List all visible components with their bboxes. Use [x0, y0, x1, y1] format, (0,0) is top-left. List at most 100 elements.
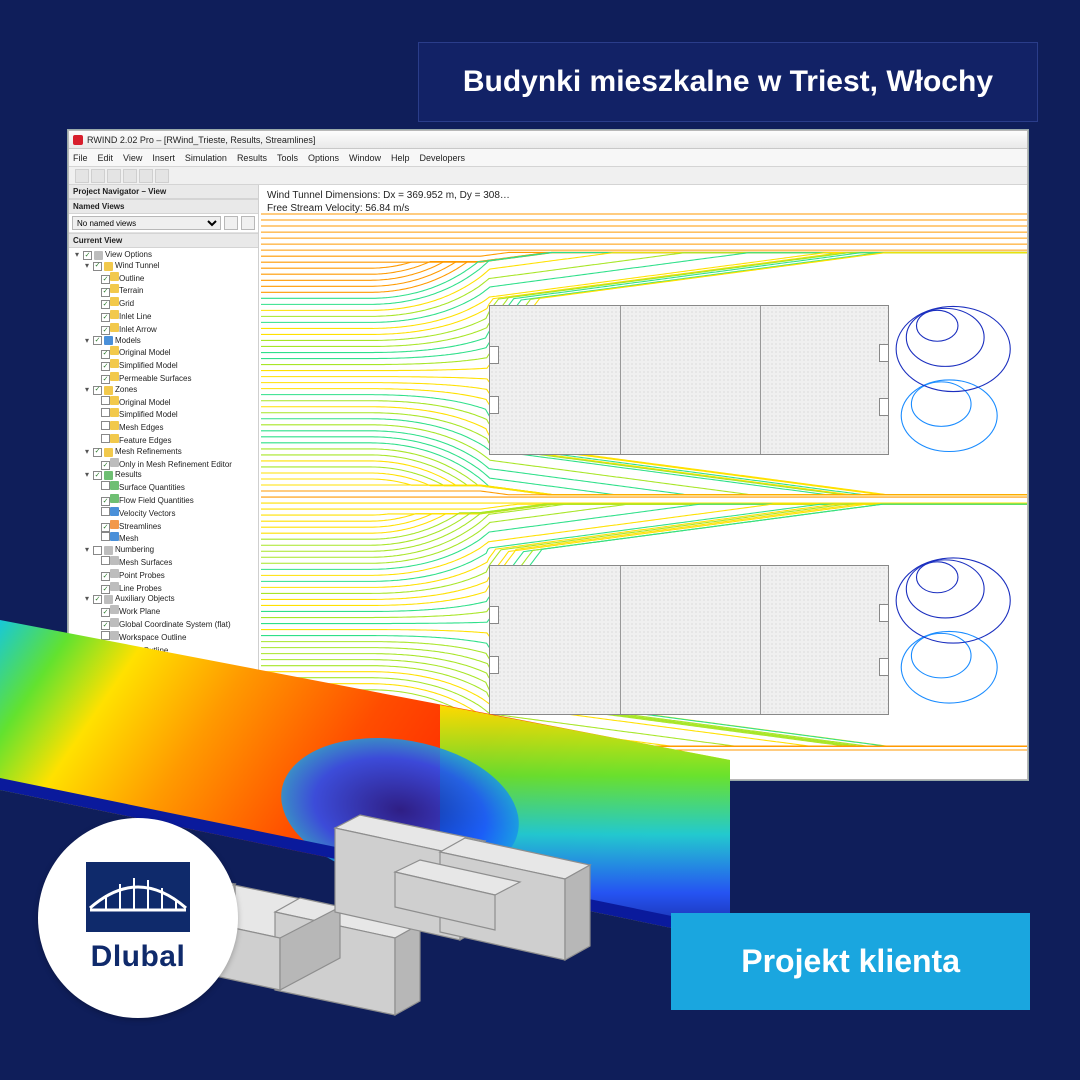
- tree-item[interactable]: Original Model: [93, 396, 258, 409]
- named-views-save-button[interactable]: [224, 216, 238, 230]
- menu-window[interactable]: Window: [349, 153, 381, 163]
- tree-expander-icon[interactable]: [93, 311, 101, 319]
- tree-checkbox[interactable]: [101, 326, 110, 335]
- tree-checkbox[interactable]: [93, 546, 102, 555]
- tree-item[interactable]: Hidden Objects in Background: [93, 746, 258, 759]
- tree-expander-icon[interactable]: [93, 747, 101, 755]
- tree-checkbox[interactable]: [101, 288, 110, 297]
- menu-file[interactable]: File: [73, 153, 88, 163]
- tree-expander-icon[interactable]: [93, 373, 101, 381]
- tree-checkbox[interactable]: [101, 300, 110, 309]
- tree-checkbox[interactable]: [101, 556, 110, 565]
- tree-item[interactable]: ▾Mesh RefinementsOnly in Mesh Refinement…: [83, 447, 258, 471]
- tree-expander-icon[interactable]: ▾: [83, 448, 91, 456]
- tree-checkbox[interactable]: [101, 408, 110, 417]
- tree-checkbox[interactable]: [93, 336, 102, 345]
- tree-checkbox[interactable]: [101, 621, 110, 630]
- tree-expander-icon[interactable]: [93, 273, 101, 281]
- tree-checkbox[interactable]: [101, 350, 110, 359]
- tree-checkbox[interactable]: [101, 434, 110, 443]
- tree-item[interactable]: Outline: [93, 272, 258, 285]
- tree-checkbox[interactable]: [101, 275, 110, 284]
- tree-item[interactable]: Inlet Line: [93, 310, 258, 323]
- tree-item[interactable]: ▾ResultsSurface QuantitiesFlow Field Qua…: [83, 470, 258, 545]
- tree-item[interactable]: Terrain: [93, 284, 258, 297]
- tree-item[interactable]: Dimensions: [93, 682, 258, 695]
- tree-checkbox[interactable]: [91, 762, 100, 771]
- tree-item[interactable]: Center of Rotation: [93, 656, 258, 669]
- tree-item[interactable]: Background Layers: [83, 759, 258, 772]
- tree-expander-icon[interactable]: ▾: [83, 262, 91, 270]
- toolbar-button[interactable]: [75, 169, 89, 183]
- tree-expander-icon[interactable]: [93, 708, 101, 716]
- tree-expander-icon[interactable]: ▾: [83, 337, 91, 345]
- tree-checkbox[interactable]: [93, 772, 102, 779]
- tree-item[interactable]: Flow Field Quantities: [93, 494, 258, 507]
- tree-checkbox[interactable]: [101, 532, 110, 541]
- tree-checkbox[interactable]: [101, 644, 110, 653]
- tree-expander-icon[interactable]: [93, 495, 101, 503]
- tree-expander-icon[interactable]: [93, 459, 101, 467]
- tree-checkbox[interactable]: [101, 523, 110, 532]
- tree-checkbox[interactable]: [101, 660, 110, 669]
- viewport[interactable]: Wind Tunnel Dimensions: Dx = 369.952 m, …: [259, 185, 1027, 779]
- tree-expander-icon[interactable]: [93, 657, 101, 665]
- tree-item[interactable]: Mesh Edges: [93, 421, 258, 434]
- toolbar-button[interactable]: [139, 169, 153, 183]
- tree-checkbox[interactable]: [101, 497, 110, 506]
- toolbar-button[interactable]: [123, 169, 137, 183]
- tree-expander-icon[interactable]: [93, 570, 101, 578]
- tree-item[interactable]: Planes: [93, 720, 258, 733]
- tree-expander-icon[interactable]: [93, 409, 101, 417]
- tree-expander-icon[interactable]: [93, 557, 101, 565]
- tree-expander-icon[interactable]: ▾: [83, 596, 91, 604]
- tree-expander-icon[interactable]: [93, 298, 101, 306]
- tree-checkbox[interactable]: [93, 471, 102, 480]
- tree-expander-icon[interactable]: [93, 683, 101, 691]
- tree-item[interactable]: Workspace Outline: [93, 631, 258, 644]
- tree-checkbox[interactable]: [101, 585, 110, 594]
- menu-tools[interactable]: Tools: [277, 153, 298, 163]
- tree-item[interactable]: ▾ZonesOriginal ModelSimplified ModelMesh…: [83, 385, 258, 447]
- tree-item[interactable]: Coordinates by Input Cross: [93, 669, 258, 682]
- tree-checkbox[interactable]: [93, 448, 102, 457]
- menu-simulation[interactable]: Simulation: [185, 153, 227, 163]
- tree-item[interactable]: Only in Mesh Refinement Editor: [93, 458, 258, 471]
- tree-item[interactable]: Surface Quantities: [93, 481, 258, 494]
- tree-item[interactable]: Simplified Model: [93, 359, 258, 372]
- tree-item[interactable]: Model Outline: [93, 644, 258, 657]
- tree-expander-icon[interactable]: ▾: [83, 386, 91, 394]
- tree-expander-icon[interactable]: ▾: [83, 773, 91, 779]
- tree-expander-icon[interactable]: [93, 533, 101, 541]
- tree-checkbox[interactable]: [101, 711, 110, 720]
- tree-checkbox[interactable]: [101, 698, 110, 707]
- cta-button[interactable]: Projekt klienta: [671, 913, 1030, 1010]
- tree-checkbox[interactable]: [101, 461, 110, 470]
- tree-item[interactable]: ▾NumberingMesh SurfacesPoint ProbesLine …: [83, 545, 258, 594]
- tree-item[interactable]: ▾Wind TunnelOutlineTerrainGridInlet Line…: [83, 261, 258, 336]
- tree-checkbox[interactable]: [101, 746, 110, 755]
- tree-item[interactable]: Permeable Surfaces: [93, 372, 258, 385]
- tree-item[interactable]: Grid: [93, 297, 258, 310]
- tree-expander-icon[interactable]: [93, 645, 101, 653]
- tree-expander-icon[interactable]: [93, 521, 101, 529]
- menu-view[interactable]: View: [123, 153, 142, 163]
- tree-item[interactable]: Feature Edges: [93, 434, 258, 447]
- named-views-select[interactable]: No named views: [72, 216, 221, 230]
- tree-checkbox[interactable]: [101, 362, 110, 371]
- tree-item[interactable]: Mesh: [93, 532, 258, 545]
- menu-options[interactable]: Options: [308, 153, 339, 163]
- tree-checkbox[interactable]: [101, 507, 110, 516]
- tree-checkbox[interactable]: [101, 736, 110, 745]
- tree-checkbox[interactable]: [101, 481, 110, 490]
- tree-checkbox[interactable]: [101, 672, 110, 681]
- tree-expander-icon[interactable]: ▾: [83, 472, 91, 480]
- tree-checkbox[interactable]: [101, 396, 110, 405]
- tree-item[interactable]: Mesh Surfaces: [93, 556, 258, 569]
- tree-expander-icon[interactable]: ▾: [73, 251, 81, 259]
- tree-item[interactable]: Inlet Arrow: [93, 323, 258, 336]
- tree-item[interactable]: Point Probes: [93, 569, 258, 582]
- tree-expander-icon[interactable]: [93, 721, 101, 729]
- tree-expander-icon[interactable]: [93, 422, 101, 430]
- tree-item[interactable]: ▾View Options▾Wind TunnelOutlineTerrainG…: [73, 250, 258, 779]
